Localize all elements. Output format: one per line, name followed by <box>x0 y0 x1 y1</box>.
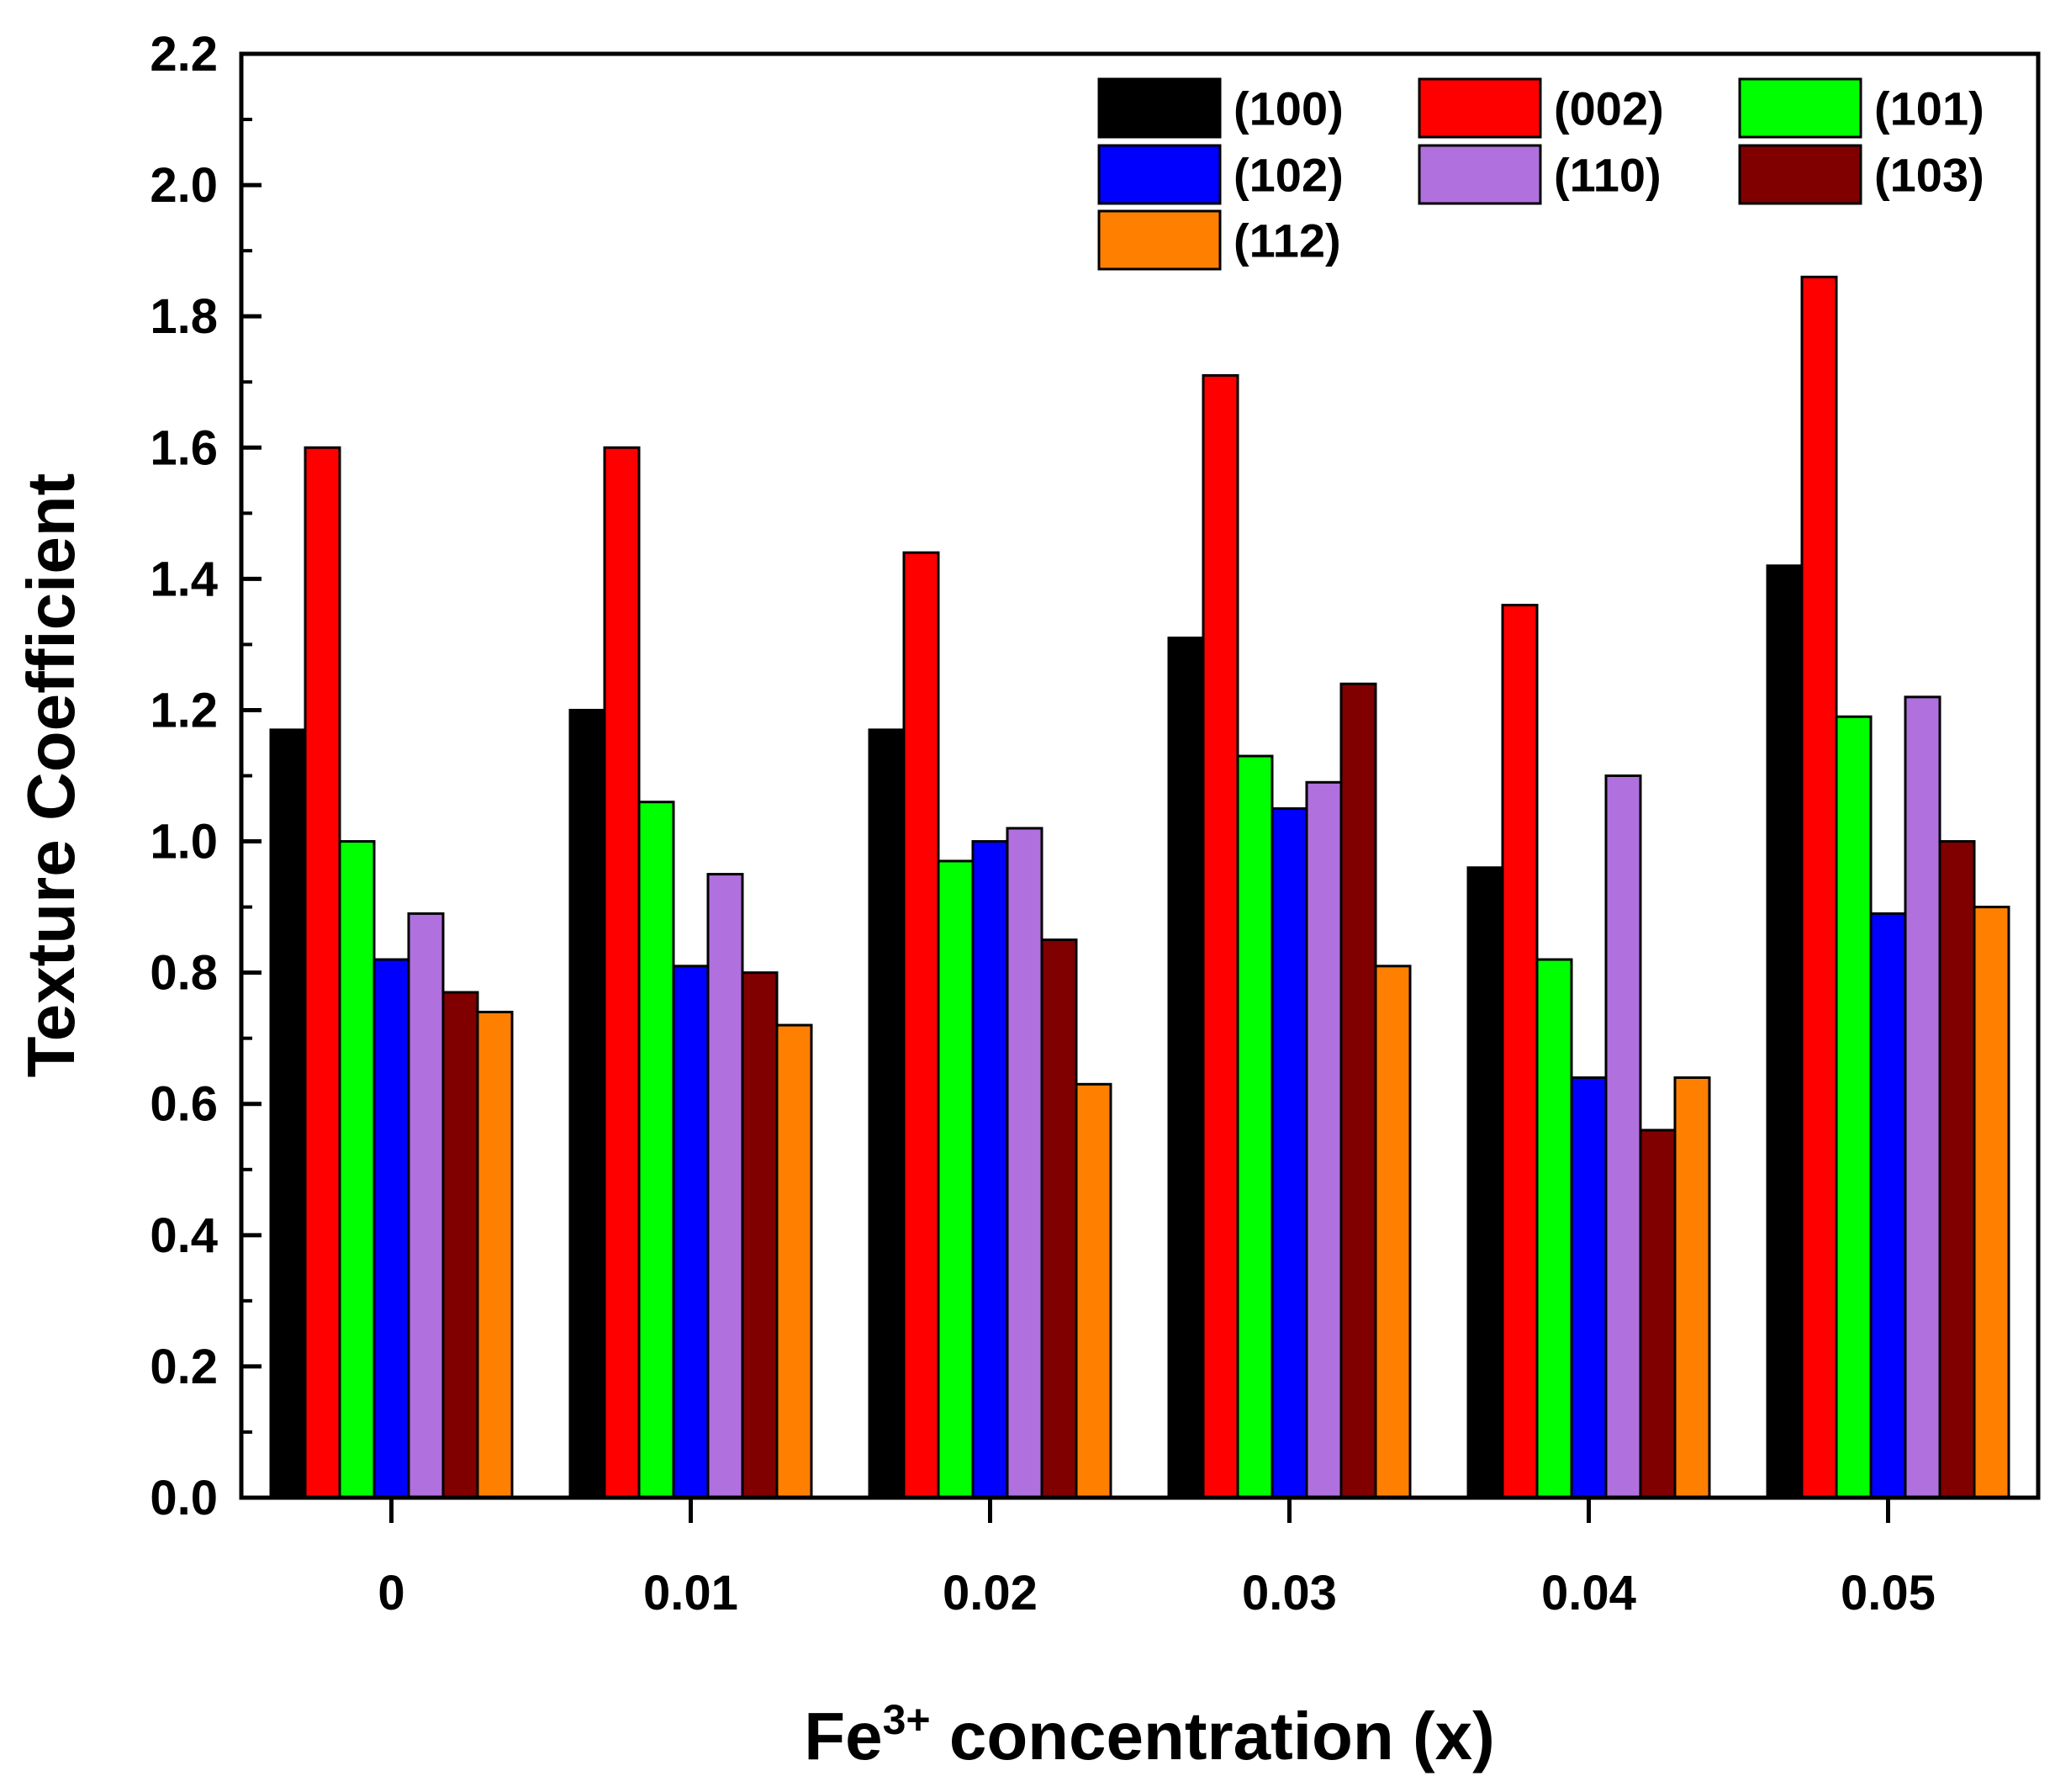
legend-label-002: (002) <box>1554 82 1664 135</box>
legend-swatch-100 <box>1097 77 1222 139</box>
bar-102-x-0.01 <box>672 965 710 1499</box>
legend-label-101: (101) <box>1874 82 1984 135</box>
y-tick-label: 0.2 <box>150 1340 218 1394</box>
bar-110-x-0.01 <box>706 873 744 1499</box>
x-axis-title: Fe3+ concentration (x) <box>804 1696 1495 1773</box>
bar-112-x-0.03 <box>1374 965 1412 1499</box>
legend-swatch-002 <box>1418 77 1542 139</box>
y-axis-title: Texture Coefficient <box>13 473 88 1078</box>
bar-100-x-0.02 <box>868 728 906 1499</box>
legend-swatch-112 <box>1097 209 1222 271</box>
bar-100-x-0.01 <box>568 708 606 1499</box>
bar-112-x-0.04 <box>1673 1076 1711 1499</box>
y-tick-label: 2.2 <box>150 27 218 82</box>
bar-103-x-0 <box>441 991 479 1499</box>
bar-103-x-0.02 <box>1040 938 1078 1499</box>
legend-label-112: (112) <box>1234 214 1341 267</box>
y-tick-label: 1.4 <box>150 552 218 606</box>
legend: (100) (002) (101) (102) (110) (103) (112) <box>1097 77 1984 271</box>
legend-label-103: (103) <box>1874 149 1984 202</box>
bar-100-x-0.04 <box>1466 866 1504 1499</box>
bar-112-x-0 <box>476 1010 514 1499</box>
bar-002-x-0.05 <box>1800 275 1838 1499</box>
bar-100-x-0.05 <box>1766 564 1804 1499</box>
bar-102-x-0.05 <box>1869 912 1907 1499</box>
bar-103-x-0.03 <box>1339 682 1377 1499</box>
y-tick-label: 0.6 <box>150 1077 218 1132</box>
bar-110-x-0.05 <box>1904 695 1941 1499</box>
bar-102-x-0.03 <box>1271 807 1308 1499</box>
x-tick-label: 0.04 <box>1541 1566 1636 1620</box>
y-tick-label: 1.8 <box>150 289 218 344</box>
bar-110-x-0.02 <box>1006 827 1043 1499</box>
bars-layer <box>269 275 2010 1499</box>
bar-002-x-0.01 <box>603 446 641 1499</box>
legend-swatch-102 <box>1097 144 1222 205</box>
bar-101-x-0.02 <box>937 859 975 1499</box>
bar-112-x-0.05 <box>1973 906 2010 1499</box>
bar-002-x-0.03 <box>1202 373 1239 1499</box>
bar-112-x-0.02 <box>1075 1082 1112 1499</box>
x-axis-title-superscript: 3+ <box>883 1696 931 1743</box>
legend-swatch-101 <box>1738 77 1862 139</box>
bar-101-x-0.03 <box>1236 754 1274 1499</box>
legend-label-100: (100) <box>1234 82 1344 135</box>
bar-002-x-0 <box>304 446 341 1499</box>
x-axis-title-suffix: concentration (x) <box>931 1699 1495 1773</box>
bar-102-x-0.02 <box>971 840 1009 1499</box>
legend-label-110: (110) <box>1554 149 1661 202</box>
bar-100-x-0 <box>269 728 307 1499</box>
bar-112-x-0.01 <box>775 1023 813 1499</box>
bar-103-x-0.04 <box>1639 1129 1677 1499</box>
axes-layer: 0.0 0.2 0.4 0.6 0.8 1.0 1.2 1.4 1.6 1.8 2.0 2.2 0 0.0… <box>150 27 2041 1620</box>
y-tick-label: 0.4 <box>150 1208 218 1263</box>
y-tick-label: 1.2 <box>150 683 218 737</box>
bar-101-x-0.05 <box>1835 715 1873 1499</box>
y-tick-label: 1.0 <box>150 815 218 870</box>
legend-swatch-103 <box>1738 144 1862 205</box>
bar-102-x-0.04 <box>1570 1076 1608 1499</box>
y-tick-label: 0.8 <box>150 946 218 1001</box>
bar-101-x-0.01 <box>637 801 675 1499</box>
bar-110-x-0 <box>407 912 445 1499</box>
bar-103-x-0.05 <box>1938 840 1976 1499</box>
bar-110-x-0.04 <box>1604 774 1642 1499</box>
bar-103-x-0.01 <box>741 971 779 1499</box>
x-tick-label: 0.03 <box>1242 1566 1337 1620</box>
legend-swatch-110 <box>1418 144 1542 205</box>
y-tick-label: 1.6 <box>150 420 218 475</box>
bar-102-x-0 <box>372 958 410 1499</box>
x-axis-title-prefix: Fe <box>804 1699 882 1773</box>
bar-101-x-0.04 <box>1535 958 1573 1499</box>
y-tick-label: 2.0 <box>150 158 218 213</box>
bar-101-x-0 <box>338 840 376 1499</box>
x-tick-label: 0 <box>378 1566 404 1620</box>
bar-002-x-0.02 <box>902 551 940 1499</box>
bar-002-x-0.04 <box>1501 604 1539 1499</box>
x-tick-label: 0.02 <box>943 1566 1038 1620</box>
bar-110-x-0.03 <box>1305 780 1343 1499</box>
x-tick-label: 0.01 <box>643 1566 738 1620</box>
x-tick-label: 0.05 <box>1841 1566 1936 1620</box>
bar-100-x-0.03 <box>1167 637 1205 1499</box>
legend-label-102: (102) <box>1234 149 1344 202</box>
y-tick-label: 0.0 <box>150 1471 218 1525</box>
